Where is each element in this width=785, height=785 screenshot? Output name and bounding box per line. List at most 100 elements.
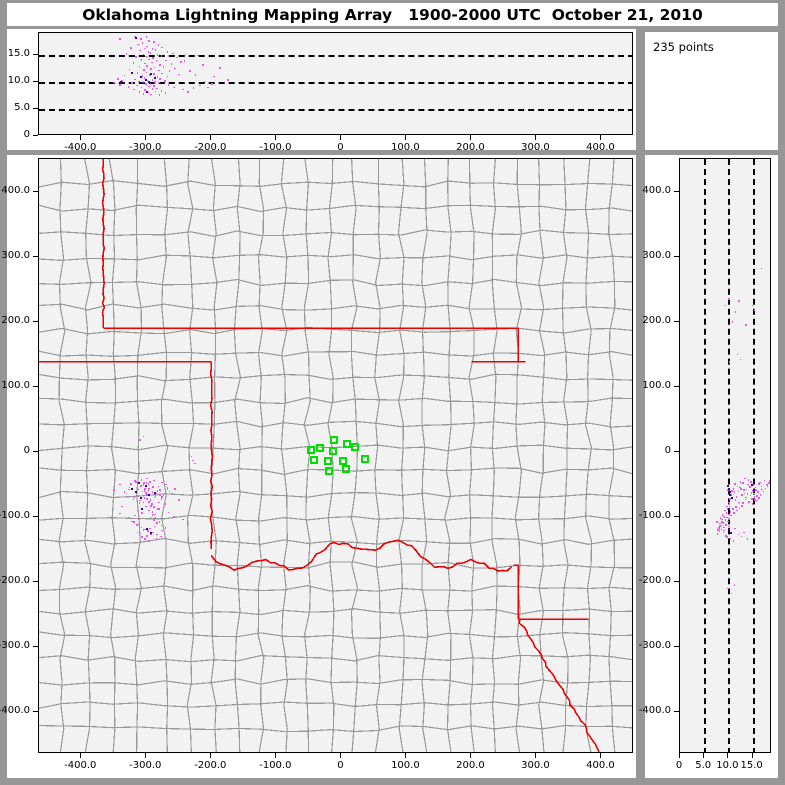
border-path bbox=[305, 471, 311, 589]
source-point bbox=[142, 53, 145, 56]
source-point bbox=[161, 529, 163, 532]
border-path bbox=[515, 159, 523, 308]
source-point bbox=[746, 538, 749, 540]
border-path bbox=[187, 159, 194, 283]
border-path bbox=[330, 678, 632, 686]
border-path bbox=[237, 490, 285, 497]
source-point bbox=[736, 485, 739, 488]
source-point bbox=[151, 514, 154, 516]
border-path bbox=[257, 517, 265, 729]
source-point bbox=[178, 73, 180, 76]
lma-station-marker[interactable] bbox=[323, 457, 332, 466]
border-path bbox=[39, 281, 113, 286]
border-path bbox=[84, 517, 92, 752]
source-point bbox=[740, 505, 743, 507]
lma-station-marker[interactable] bbox=[325, 467, 334, 476]
source-point bbox=[144, 528, 147, 531]
lma-station-marker[interactable] bbox=[315, 443, 324, 452]
border-path bbox=[164, 610, 261, 616]
source-point bbox=[156, 522, 158, 524]
border-path bbox=[213, 585, 238, 590]
border-path bbox=[538, 183, 545, 283]
source-point bbox=[745, 324, 747, 326]
source-point bbox=[161, 495, 163, 498]
border-path bbox=[237, 159, 241, 184]
border-path bbox=[108, 159, 117, 425]
source-point bbox=[719, 525, 721, 527]
border-path bbox=[565, 306, 632, 311]
lma-station-marker[interactable] bbox=[361, 454, 370, 463]
source-point bbox=[160, 89, 163, 92]
border-path bbox=[518, 467, 632, 475]
border-path bbox=[332, 611, 335, 636]
altitude-vs-east-plot[interactable] bbox=[38, 32, 633, 135]
source-point bbox=[153, 496, 156, 499]
border-path bbox=[84, 233, 92, 472]
border-path bbox=[303, 377, 311, 472]
source-point bbox=[750, 492, 753, 494]
source-point bbox=[151, 48, 154, 50]
source-point bbox=[747, 483, 749, 486]
border-path bbox=[257, 307, 263, 378]
lma-station-marker[interactable] bbox=[343, 439, 352, 448]
source-point bbox=[156, 533, 158, 536]
source-point bbox=[730, 496, 733, 499]
border-path bbox=[186, 681, 193, 752]
lma-station-marker[interactable] bbox=[328, 446, 337, 455]
source-point bbox=[131, 82, 134, 84]
border-path bbox=[353, 681, 358, 729]
lma-station-marker[interactable] bbox=[338, 456, 347, 465]
source-point bbox=[145, 78, 148, 81]
border-path bbox=[538, 681, 545, 752]
lma-station-marker[interactable] bbox=[351, 443, 360, 452]
source-point bbox=[156, 87, 158, 90]
border-path bbox=[134, 517, 143, 752]
source-point bbox=[130, 482, 132, 485]
border-path bbox=[377, 517, 542, 521]
source-point bbox=[146, 535, 149, 537]
border-path bbox=[421, 517, 428, 589]
border-path bbox=[39, 517, 165, 521]
source-point bbox=[139, 37, 142, 40]
source-point bbox=[149, 527, 151, 530]
border-path bbox=[237, 539, 355, 545]
lma-station-marker[interactable] bbox=[329, 435, 338, 444]
source-point bbox=[155, 537, 158, 540]
source-point bbox=[191, 459, 194, 462]
source-point bbox=[723, 516, 726, 519]
source-point bbox=[168, 70, 171, 73]
border-path bbox=[494, 725, 519, 730]
border-path bbox=[585, 233, 590, 283]
border-path bbox=[213, 678, 332, 685]
border-path bbox=[330, 516, 355, 519]
source-point bbox=[729, 537, 732, 540]
border-path bbox=[538, 159, 541, 184]
source-point bbox=[227, 79, 229, 81]
border-path bbox=[469, 681, 475, 752]
border-path bbox=[513, 564, 520, 620]
source-point bbox=[139, 499, 141, 502]
source-point bbox=[142, 93, 145, 95]
border-path bbox=[58, 564, 65, 612]
source-point bbox=[725, 512, 728, 515]
altitude-vs-north-plot[interactable] bbox=[679, 158, 771, 753]
source-point bbox=[136, 509, 139, 512]
source-point bbox=[211, 83, 214, 86]
source-point bbox=[199, 84, 201, 87]
source-point bbox=[723, 526, 725, 529]
source-point bbox=[134, 514, 136, 517]
lma-station-marker[interactable] bbox=[310, 456, 319, 465]
source-point bbox=[741, 494, 744, 496]
source-point bbox=[158, 81, 160, 84]
source-point bbox=[729, 491, 732, 494]
lma-station-marker[interactable] bbox=[341, 465, 350, 474]
source-point bbox=[119, 512, 121, 515]
lma-station-marker[interactable] bbox=[307, 446, 316, 455]
border-path bbox=[561, 282, 564, 308]
border-path bbox=[39, 423, 88, 426]
plan-view-map-plot[interactable] bbox=[38, 158, 633, 753]
source-point bbox=[150, 72, 153, 75]
border-path bbox=[561, 588, 569, 682]
source-point bbox=[137, 80, 140, 83]
border-path bbox=[541, 654, 632, 661]
